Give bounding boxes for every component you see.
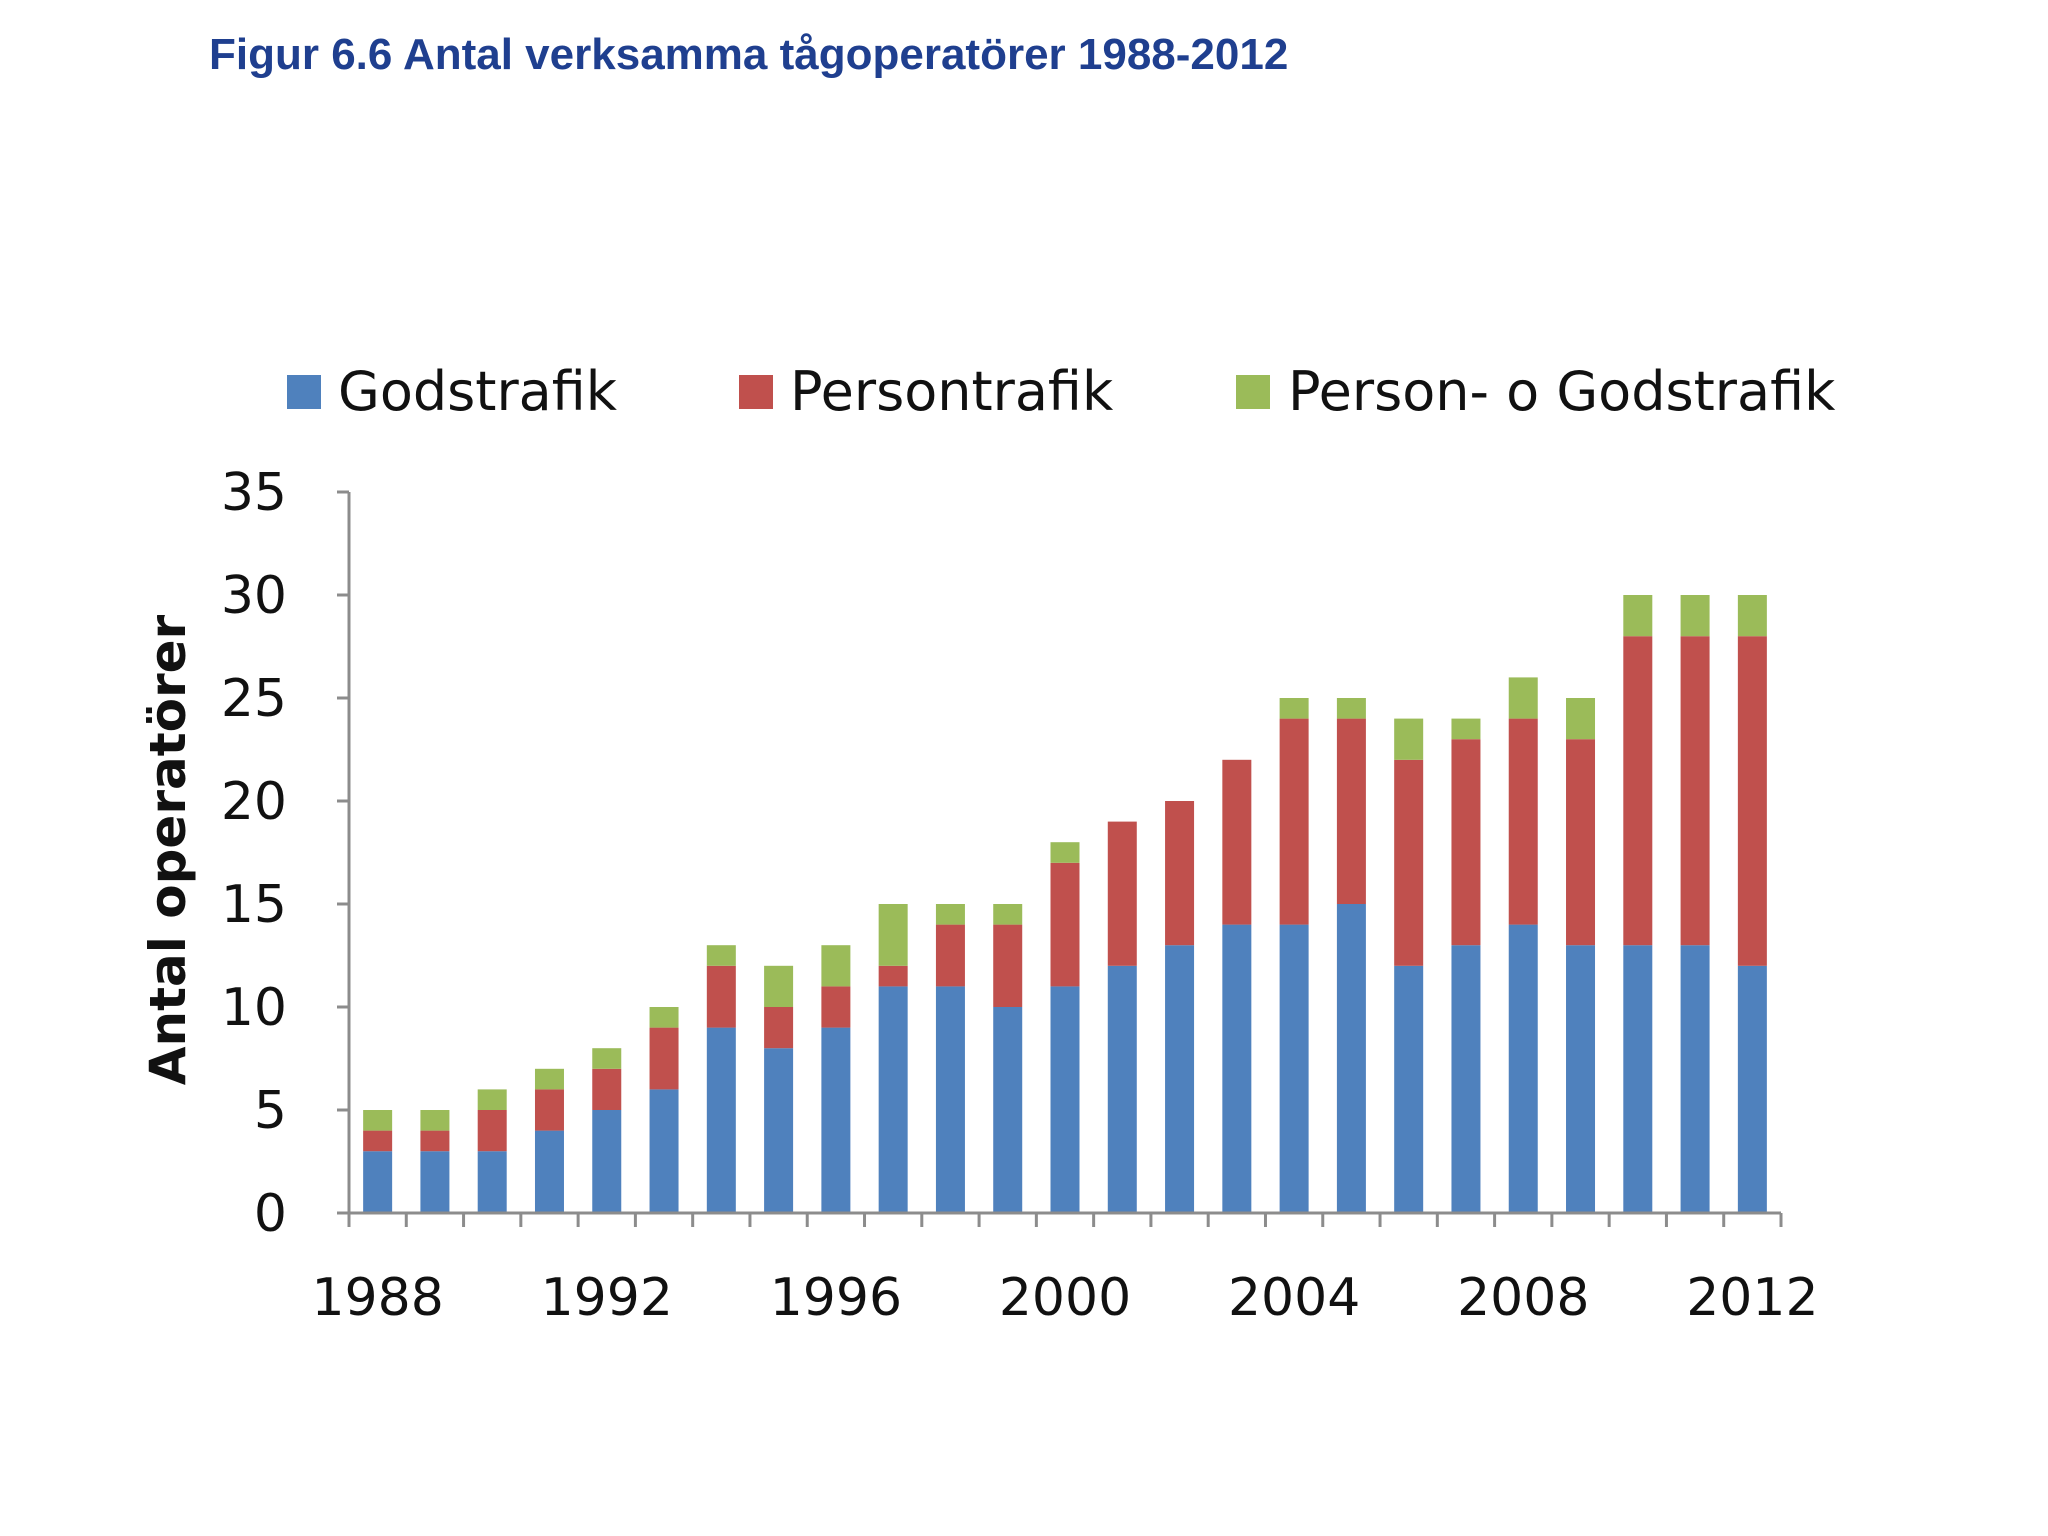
bar-persontrafik-2002 (1165, 801, 1195, 946)
bar-person-o-godstrafik-1998 (935, 904, 965, 925)
bar-godstrafik-2010 (1623, 945, 1653, 1213)
legend-swatch (287, 375, 321, 409)
bar-person-o-godstrafik-1995 (764, 965, 794, 1007)
y-tick-label: 15 (221, 875, 287, 935)
bar-godstrafik-2001 (1107, 965, 1137, 1213)
bar-person-o-godstrafik-1997 (878, 904, 908, 966)
bar-persontrafik-1995 (764, 1007, 794, 1049)
bar-persontrafik-1998 (935, 924, 965, 987)
bar-godstrafik-2002 (1165, 945, 1195, 1213)
bar-person-o-godstrafik-1990 (477, 1089, 507, 1110)
bar-persontrafik-1988 (363, 1130, 393, 1152)
bar-person-o-godstrafik-1999 (993, 904, 1023, 925)
bar-godstrafik-1997 (878, 986, 908, 1213)
bar-person-o-godstrafik-2000 (1050, 842, 1080, 863)
bar-persontrafik-1994 (706, 965, 736, 1028)
x-tick-label: 1992 (541, 1268, 673, 1328)
bar-persontrafik-1993 (649, 1027, 679, 1090)
y-tick-label: 0 (254, 1184, 287, 1244)
y-tick-label: 35 (221, 463, 287, 523)
bar-godstrafik-2004 (1279, 924, 1309, 1213)
x-tick-label: 1996 (770, 1268, 902, 1328)
bar-godstrafik-1988 (363, 1151, 393, 1213)
bar-person-o-godstrafik-2004 (1279, 698, 1309, 719)
bar-godstrafik-2009 (1566, 945, 1596, 1213)
bar-person-o-godstrafik-2007 (1451, 718, 1481, 740)
bar-godstrafik-2000 (1050, 986, 1080, 1213)
bar-persontrafik-2007 (1451, 739, 1481, 946)
bar-persontrafik-2011 (1680, 636, 1710, 946)
legend: Godstrafik Persontrafik Person- o Godstraf… (287, 360, 1836, 423)
bar-persontrafik-2005 (1336, 718, 1366, 904)
bar-godstrafik-2008 (1508, 924, 1538, 1213)
bar-persontrafik-1990 (477, 1110, 507, 1152)
bar-persontrafik-2006 (1394, 759, 1424, 966)
legend-label: Godstrafik (338, 360, 618, 423)
x-tick-label: 1988 (311, 1268, 443, 1328)
bar-persontrafik-2008 (1508, 718, 1538, 925)
bar-godstrafik-2011 (1680, 945, 1710, 1213)
x-tick-label: 2012 (1686, 1268, 1818, 1328)
bar-persontrafik-2003 (1222, 759, 1252, 925)
bar-person-o-godstrafik-2012 (1737, 595, 1767, 637)
bar-persontrafik-1997 (878, 965, 908, 987)
bar-persontrafik-2012 (1737, 636, 1767, 966)
bar-godstrafik-1990 (477, 1151, 507, 1213)
bar-persontrafik-2004 (1279, 718, 1309, 925)
bar-godstrafik-1996 (821, 1027, 851, 1213)
y-tick-label: 25 (221, 669, 287, 729)
bar-godstrafik-1994 (706, 1027, 736, 1213)
bar-person-o-godstrafik-1989 (420, 1110, 450, 1131)
bar-person-o-godstrafik-2011 (1680, 595, 1710, 637)
figure-title: Figur 6.6 Antal verksamma tågoperatörer … (209, 30, 1289, 79)
x-tick-label: 2008 (1457, 1268, 1589, 1328)
y-tick-label: 20 (221, 772, 287, 832)
bar-person-o-godstrafik-1992 (592, 1048, 622, 1069)
bar-godstrafik-1995 (764, 1048, 794, 1213)
bar-persontrafik-1991 (534, 1089, 564, 1131)
bar-person-o-godstrafik-1993 (649, 1007, 679, 1028)
y-tick-label: 5 (254, 1081, 287, 1141)
bar-person-o-godstrafik-2008 (1508, 677, 1538, 719)
bar-godstrafik-2007 (1451, 945, 1481, 1213)
bar-person-o-godstrafik-1991 (534, 1068, 564, 1090)
bar-person-o-godstrafik-2009 (1566, 698, 1596, 740)
bar-godstrafik-1998 (935, 986, 965, 1213)
bar-persontrafik-1996 (821, 986, 851, 1028)
bar-persontrafik-1992 (592, 1068, 622, 1110)
bar-godstrafik-1992 (592, 1110, 622, 1213)
bar-godstrafik-1991 (534, 1130, 564, 1213)
bar-godstrafik-1989 (420, 1151, 450, 1213)
bar-godstrafik-2006 (1394, 965, 1424, 1213)
bar-persontrafik-2001 (1107, 821, 1137, 966)
bar-person-o-godstrafik-1996 (821, 945, 851, 987)
y-tick-label: 10 (221, 978, 287, 1038)
y-tick-label: 30 (221, 566, 287, 626)
bar-persontrafik-1989 (420, 1130, 450, 1152)
legend-swatch (739, 375, 773, 409)
legend-label: Persontrafik (790, 360, 1114, 423)
bar-person-o-godstrafik-2010 (1623, 595, 1653, 637)
bar-godstrafik-1999 (993, 1007, 1023, 1213)
bars (363, 595, 1767, 1213)
bar-godstrafik-1993 (649, 1089, 679, 1213)
legend-label: Person- o Godstrafik (1288, 360, 1836, 423)
bar-persontrafik-2009 (1566, 739, 1596, 946)
bar-persontrafik-2010 (1623, 636, 1653, 946)
legend-swatch (1236, 375, 1270, 409)
x-tick-label: 2004 (1228, 1268, 1360, 1328)
bar-persontrafik-1999 (993, 924, 1023, 1007)
bar-person-o-godstrafik-2006 (1394, 718, 1424, 760)
bar-person-o-godstrafik-1988 (363, 1110, 393, 1131)
bar-persontrafik-2000 (1050, 862, 1080, 987)
y-axis-title: Antal operatörer (139, 614, 197, 1085)
x-tick-label: 2000 (999, 1268, 1131, 1328)
bar-godstrafik-2003 (1222, 924, 1252, 1213)
bar-person-o-godstrafik-1994 (706, 945, 736, 966)
bar-person-o-godstrafik-2005 (1336, 698, 1366, 719)
bar-godstrafik-2005 (1336, 904, 1366, 1213)
bar-godstrafik-2012 (1737, 965, 1767, 1213)
axes: 0 5 10 15 20 25 30 35 1988 1992 1996 2000 2004 2008 20… (221, 463, 1819, 1328)
